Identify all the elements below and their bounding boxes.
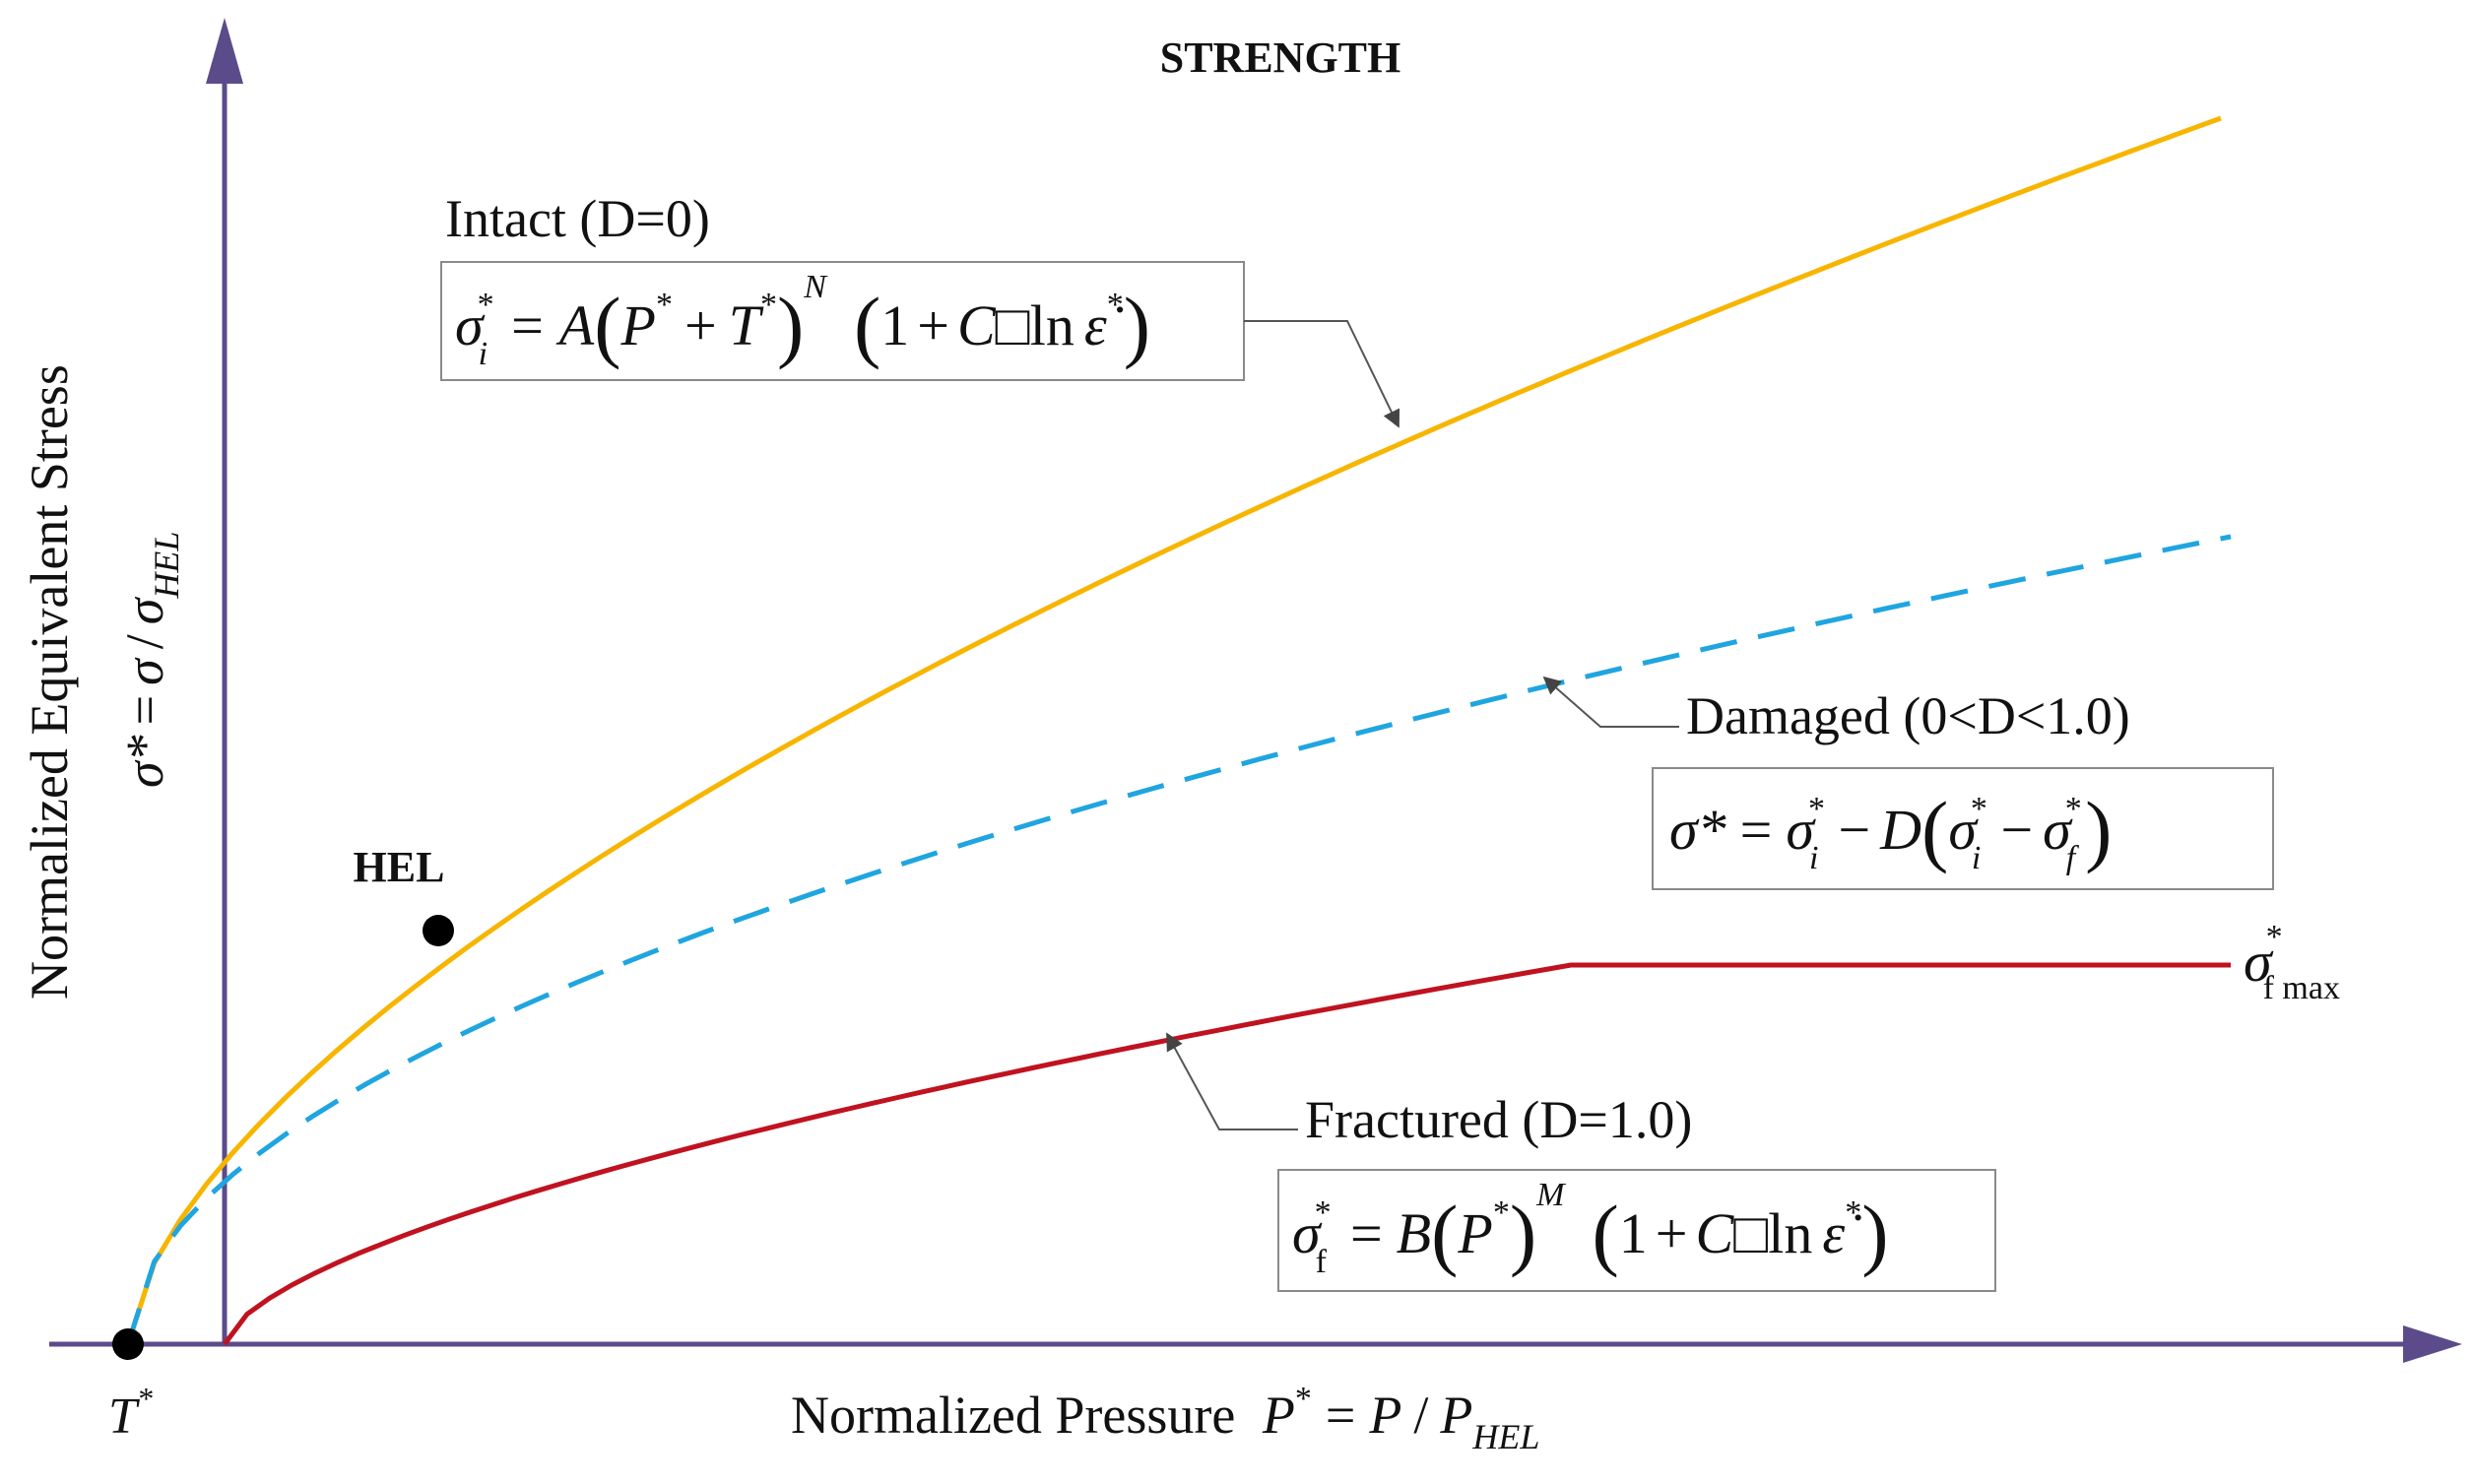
y-axis-formula: σ*=σ/σHEL <box>115 532 186 788</box>
x-axis-label: Normalized Pressure P* = P / PHEL <box>791 1381 1539 1456</box>
fractured-leader-arrow <box>1166 1032 1298 1130</box>
intact-leader-arrow <box>1244 320 1400 428</box>
y-axis-arrowhead <box>206 18 243 84</box>
tensile-strength-point <box>112 1328 144 1360</box>
origin-label: T* <box>108 1381 153 1445</box>
intact-curve <box>125 115 2222 1345</box>
intact-label: Intact (D=0) <box>445 189 710 248</box>
damaged-equation-box <box>1652 767 2274 890</box>
damaged-equation: σ* = σ* i − D(σ* i − σ* f) <box>1669 785 2112 876</box>
damaged-curve <box>125 534 2232 1345</box>
diagram-title: STRENGTH <box>1160 33 1401 82</box>
intact-equation: σ* i = A(P* + T*)N (1 + C□ln ε̇*) <box>455 269 1150 372</box>
fractured-label: Fractured (D=1.0) <box>1305 1090 1692 1149</box>
damaged-leader-arrow <box>1542 676 1679 728</box>
y-axis-label: Normalized Equivalent Stress <box>20 364 79 1000</box>
x-axis-arrowhead <box>2403 1325 2462 1363</box>
damaged-label: Damaged (0<D<1.0) <box>1686 686 2130 745</box>
fractured-equation-box <box>1277 1169 1996 1292</box>
fractured-curve <box>223 962 2231 1346</box>
axes <box>49 18 2462 1363</box>
sigma-fmax-label: σ* f max <box>2244 919 2340 1006</box>
hel-point <box>423 915 454 946</box>
hel-label: HEL <box>354 843 445 891</box>
